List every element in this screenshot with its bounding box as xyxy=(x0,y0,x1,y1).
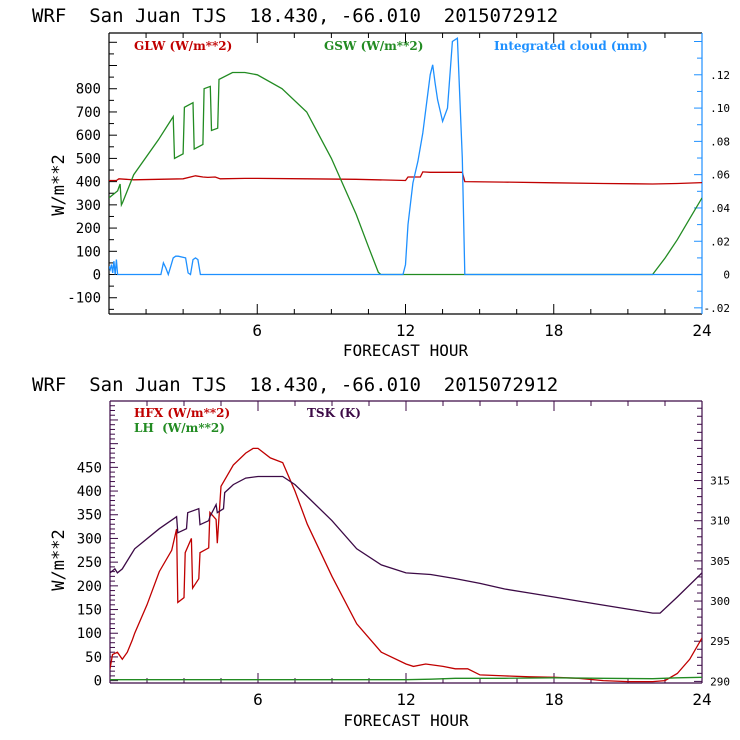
y-tick-label: 200 xyxy=(76,221,101,237)
y-axis-label: W/m**2 xyxy=(49,529,69,590)
y-tick-label: 50 xyxy=(85,650,102,666)
legend-entry-glw: GLW (W/m**2) xyxy=(134,39,232,53)
legend-entry-hfx: HFX (W/m**2) xyxy=(134,406,230,420)
series-line-integrated-cloud xyxy=(109,37,702,277)
legend-entry-integrated: Integrated cloud (mm) xyxy=(494,39,648,53)
y2-tick-label: 300 xyxy=(710,595,730,608)
y-tick-label: 100 xyxy=(76,244,101,260)
chart-panel-2: WRF San Juan TJS 18.430, -66.010 2015072… xyxy=(32,374,730,730)
series-line-glw xyxy=(109,171,702,185)
x-tick-label: 12 xyxy=(396,690,415,709)
legend-entry-gsw: GSW (W/m**2) xyxy=(324,39,423,53)
x-tick-label: 12 xyxy=(396,321,415,340)
y-tick-label: 150 xyxy=(77,603,102,619)
x-tick-label: 18 xyxy=(544,690,563,709)
y2-tick-label: 295 xyxy=(710,635,730,648)
series-line-lh xyxy=(110,676,702,681)
y-tick-label: 600 xyxy=(76,128,101,144)
series-line-tsk xyxy=(110,475,702,614)
y2-tick-label: 310 xyxy=(710,515,730,528)
chart-title: WRF San Juan TJS 18.430, -66.010 2015072… xyxy=(32,5,558,27)
x-tick-label: 18 xyxy=(544,321,563,340)
y-tick-label: 300 xyxy=(77,531,102,547)
y2-tick-label: .08 xyxy=(710,135,730,148)
y2-tick-label: -.02 xyxy=(704,302,731,315)
x-axis-label: FORECAST HOUR xyxy=(343,711,469,730)
x-tick-label: 24 xyxy=(692,321,711,340)
chart-title: WRF San Juan TJS 18.430, -66.010 2015072… xyxy=(32,374,558,396)
y-tick-label: 350 xyxy=(77,508,102,524)
legend-entry-tsk: TSK (K) xyxy=(307,406,361,420)
y-tick-label: 300 xyxy=(76,198,101,214)
y2-tick-label: .12 xyxy=(710,69,730,82)
x-axis-label: FORECAST HOUR xyxy=(343,341,469,360)
y2-tick-label: 315 xyxy=(710,475,730,488)
y-tick-label: -100 xyxy=(67,291,101,307)
y-tick-label: 400 xyxy=(76,175,101,191)
y-tick-label: 700 xyxy=(76,105,101,121)
y2-tick-label: .06 xyxy=(710,169,730,182)
y-tick-label: 800 xyxy=(76,82,101,98)
chart-panel-1: WRF San Juan TJS 18.430, -66.010 2015072… xyxy=(32,5,730,360)
y-tick-label: 100 xyxy=(77,626,102,642)
legend-entry-lh: LH (W/m**2) xyxy=(134,421,225,435)
x-tick-label: 6 xyxy=(252,321,262,340)
y-tick-label: 450 xyxy=(77,460,102,476)
y-axis-label: W/m**2 xyxy=(49,154,69,215)
y-tick-label: 250 xyxy=(77,555,102,571)
y-tick-label: 200 xyxy=(77,579,102,595)
x-tick-label: 24 xyxy=(692,690,711,709)
y2-tick-label: 290 xyxy=(710,675,730,688)
y2-tick-label: 305 xyxy=(710,555,730,568)
y2-tick-label: .04 xyxy=(710,202,730,215)
y-tick-label: 400 xyxy=(77,484,102,500)
series-line-hfx xyxy=(110,447,702,683)
y2-tick-label: .02 xyxy=(710,235,730,248)
y-tick-label: 0 xyxy=(93,268,101,284)
y2-tick-label: 0 xyxy=(723,269,730,282)
series-line-gsw xyxy=(109,71,702,276)
y2-tick-label: .10 xyxy=(710,102,730,115)
y-tick-label: 500 xyxy=(76,151,101,167)
y-tick-label: 0 xyxy=(94,674,102,690)
x-tick-label: 6 xyxy=(253,690,263,709)
